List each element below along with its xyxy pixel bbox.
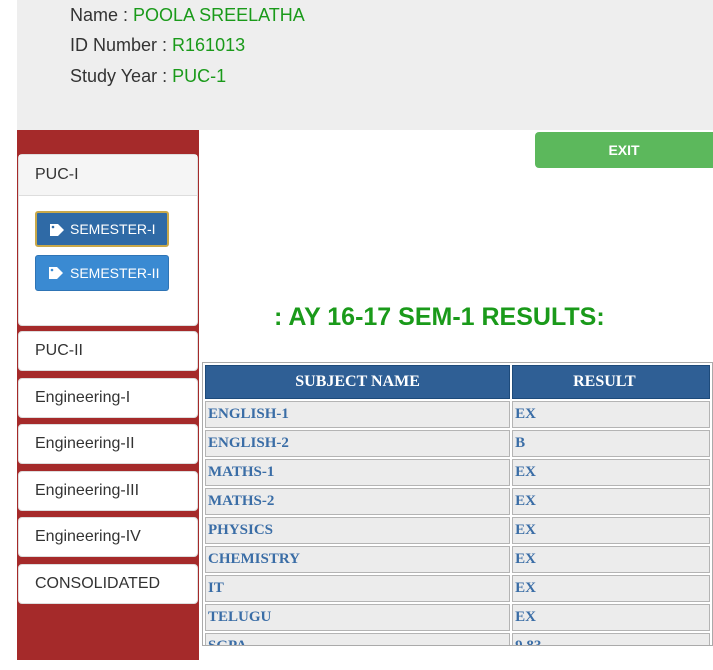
sidebar-item-puc2[interactable]: PUC-II: [18, 331, 198, 371]
result-cell: EX: [512, 546, 710, 573]
result-header: RESULT: [512, 365, 710, 399]
table-row: IT EX: [205, 575, 710, 602]
name-value: POOLA SREELATHA: [133, 5, 305, 25]
result-cell: EX: [512, 517, 710, 544]
year-label: Study Year :: [70, 66, 173, 86]
table-row: PHYSICS EX: [205, 517, 710, 544]
table-row: MATHS-1 EX: [205, 459, 710, 486]
result-cell: EX: [512, 604, 710, 631]
result-cell: EX: [512, 575, 710, 602]
sidebar-item-consolidated[interactable]: CONSOLIDATED: [18, 564, 198, 604]
name-label: Name :: [70, 5, 134, 25]
sidebar-item-engineering-1[interactable]: Engineering-I: [18, 378, 198, 418]
table-row: SGPA 9.83: [205, 633, 710, 645]
exit-button[interactable]: EXIT: [535, 132, 713, 168]
student-name: Name : POOLA SREELATHA: [70, 5, 305, 26]
student-id: ID Number : R161013: [70, 35, 245, 56]
table-row: TELUGU EX: [205, 604, 710, 631]
result-cell: EX: [512, 488, 710, 515]
year-value: PUC-1: [172, 66, 227, 86]
results-title: : AY 16-17 SEM-1 RESULTS:: [274, 303, 605, 331]
semester-2-label: SEMESTER-II: [70, 265, 160, 281]
student-info-panel: Name : POOLA SREELATHA ID Number : R1610…: [17, 0, 713, 130]
sidebar-item-engineering-4[interactable]: Engineering-IV: [18, 517, 198, 557]
study-year: Study Year : PUC-1: [70, 66, 226, 87]
subject-cell: ENGLISH-2: [205, 430, 511, 457]
subject-cell: CHEMISTRY: [205, 546, 511, 573]
result-cell: B: [512, 430, 710, 457]
subject-cell: IT: [205, 575, 511, 602]
table-header-row: SUBJECT NAME RESULT: [205, 365, 710, 399]
id-label: ID Number :: [70, 35, 173, 55]
table-row: CHEMISTRY EX: [205, 546, 710, 573]
subject-cell: PHYSICS: [205, 517, 511, 544]
result-cell: 9.83: [512, 633, 710, 645]
sidebar-panel-puc1: PUC-I SEMESTER-I SEMESTER-II: [18, 154, 198, 326]
semester-1-label: SEMESTER-I: [70, 221, 156, 237]
table-row: MATHS-2 EX: [205, 488, 710, 515]
sidebar-item-engineering-3[interactable]: Engineering-III: [18, 471, 198, 511]
sidebar: PUC-I SEMESTER-I SEMESTER-II PUC-II Engi…: [17, 130, 199, 660]
id-value: R161013: [172, 35, 246, 55]
tag-icon: [49, 267, 63, 279]
table-row: ENGLISH-2 B: [205, 430, 710, 457]
sidebar-item-engineering-2[interactable]: Engineering-II: [18, 424, 198, 464]
subject-cell: ENGLISH-1: [205, 401, 511, 428]
results-table: SUBJECT NAME RESULT ENGLISH-1 EX ENGLISH-…: [202, 362, 713, 646]
result-cell: EX: [512, 401, 710, 428]
table-row: ENGLISH-1 EX: [205, 401, 710, 428]
sidebar-item-puc1[interactable]: PUC-I: [19, 155, 197, 196]
subject-cell: MATHS-2: [205, 488, 511, 515]
subject-name-header: SUBJECT NAME: [205, 365, 511, 399]
subject-cell: TELUGU: [205, 604, 511, 631]
result-cell: EX: [512, 459, 710, 486]
subject-cell: MATHS-1: [205, 459, 511, 486]
semester-1-button[interactable]: SEMESTER-I: [35, 211, 169, 247]
tag-icon: [50, 224, 64, 236]
subject-cell: SGPA: [205, 633, 511, 645]
semester-2-button[interactable]: SEMESTER-II: [35, 255, 169, 291]
